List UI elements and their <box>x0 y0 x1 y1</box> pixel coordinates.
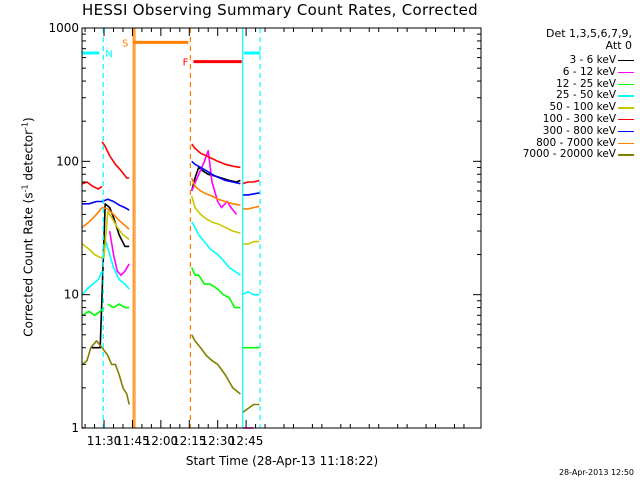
y-tick-label: 100 <box>56 154 79 168</box>
legend-entry: 100 - 300 keV <box>478 113 638 125</box>
legend-label: 7000 - 20000 keV <box>522 148 616 161</box>
series-line-4-seg-1 <box>190 195 241 234</box>
series-line-5-seg-1 <box>101 141 130 179</box>
x-tick-label: 12:30 <box>200 434 235 448</box>
series-line-8-seg-0 <box>81 340 130 405</box>
series-line-6-seg-1 <box>191 160 241 185</box>
y-tick-label: 10 <box>64 288 79 302</box>
series-line-5-seg-0 <box>82 181 103 190</box>
legend-label: 12 - 25 keV <box>556 77 616 90</box>
legend-entry: 7000 - 20000 keV <box>478 148 638 160</box>
legend-label: 300 - 800 keV <box>542 124 616 137</box>
legend-label: 800 - 7000 keV <box>536 136 616 149</box>
legend-swatch <box>618 130 634 133</box>
vertical-lines-group <box>102 28 261 428</box>
legend-label: 25 - 50 keV <box>556 89 616 102</box>
series-line-4-seg-2 <box>242 240 260 245</box>
series-line-5-seg-3 <box>242 179 260 185</box>
x-tick-label: 12:45 <box>229 434 264 448</box>
state-bar-label-F: F <box>183 58 189 69</box>
series-line-8-seg-2 <box>241 403 260 414</box>
series-line-3-seg-2 <box>191 221 241 276</box>
series-line-1-seg-1 <box>108 230 130 277</box>
legend-label: 50 - 100 keV <box>549 101 616 114</box>
state-bars-group: NS F <box>82 38 261 69</box>
legend-entry: 3 - 6 keV <box>478 54 638 66</box>
timestamp-stamp: 28-Apr-2013 12:50 <box>558 468 634 477</box>
legend-swatch <box>618 107 634 109</box>
legend-label: 100 - 300 keV <box>542 112 616 125</box>
legend-swatch <box>618 71 634 74</box>
series-line-0-seg-1 <box>190 166 241 192</box>
legend-swatch <box>618 118 634 121</box>
series-line-5-seg-2 <box>191 143 241 169</box>
legend: 3 - 6 keV 6 - 12 keV 12 - 25 keV 25 - 50 ke… <box>478 54 638 160</box>
y-tick-label: 1000 <box>48 21 79 35</box>
series-group <box>81 141 260 429</box>
plot-frame <box>81 27 482 429</box>
legend-entry: 300 - 800 keV <box>478 125 638 137</box>
x-tick-label: 12:15 <box>172 434 207 448</box>
y-tick-label: 1 <box>71 421 79 435</box>
legend-entry: 12 - 25 keV <box>478 78 638 90</box>
series-line-2-seg-2 <box>190 267 241 309</box>
series-line-6-seg-0 <box>82 198 130 211</box>
series-line-0-seg-0 <box>90 203 130 349</box>
series-line-4-seg-0 <box>81 210 130 259</box>
x-tick-label: 11:30 <box>87 434 122 448</box>
legend-header-line: Det 1,3,5,6,7,9, <box>545 27 632 40</box>
series-line-7-seg-1 <box>190 177 241 206</box>
legend-swatch <box>618 60 634 62</box>
y-axis-label: Corrected Count Rate (s-1 detector-1) <box>20 117 36 337</box>
chart-title: HESSI Observing Summary Count Rates, Cor… <box>82 1 478 19</box>
series-line-3-seg-0 <box>81 270 103 296</box>
legend-swatch <box>618 83 634 85</box>
legend-header: Det 1,3,5,6,7,9, Att 0 <box>520 28 632 52</box>
x-tick-label: 11:45 <box>115 434 150 448</box>
legend-label: 3 - 6 keV <box>569 54 616 66</box>
legend-swatch <box>618 95 634 97</box>
state-bar-label-S: S <box>122 38 128 49</box>
series-line-2-seg-0 <box>81 307 105 317</box>
legend-entry: 50 - 100 keV <box>478 101 638 113</box>
x-axis-label: Start Time (28-Apr-13 11:18:22) <box>185 454 379 468</box>
series-line-6-seg-2 <box>242 192 260 196</box>
legend-entry: 25 - 50 keV <box>478 89 638 101</box>
series-line-7-seg-2 <box>242 205 260 210</box>
legend-swatch <box>618 142 634 144</box>
series-line-3-seg-3 <box>241 290 260 296</box>
legend-label: 6 - 12 keV <box>562 65 616 78</box>
legend-header-line: Att 0 <box>605 39 632 52</box>
x-tick-label: 12:00 <box>144 434 179 448</box>
series-line-2-seg-1 <box>107 303 130 309</box>
series-line-7-seg-0 <box>81 206 130 230</box>
series-line-8-seg-1 <box>190 334 241 395</box>
legend-swatch <box>618 154 634 156</box>
state-bar-label-N: N <box>105 49 112 60</box>
legend-entry: 800 - 7000 keV <box>478 137 638 149</box>
legend-entry: 6 - 12 keV <box>478 66 638 78</box>
